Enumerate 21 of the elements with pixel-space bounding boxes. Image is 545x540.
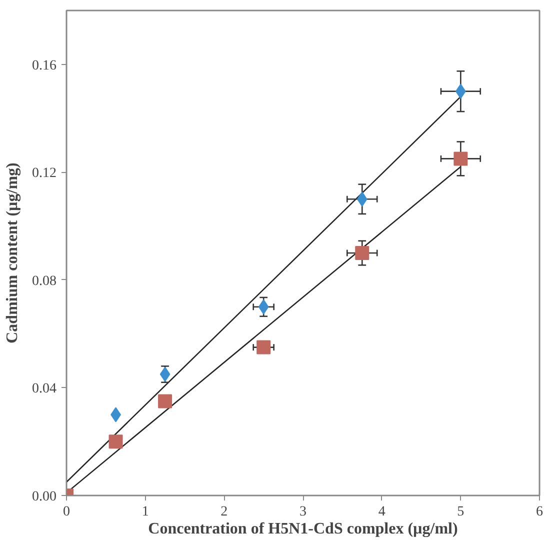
point xyxy=(256,340,271,354)
point xyxy=(108,434,123,449)
x-axis-title: Concentration of H5N1-CdS complex (µg/ml) xyxy=(148,520,458,538)
x-tick-label: 1 xyxy=(142,504,149,520)
x-tick-label: 6 xyxy=(536,504,543,520)
x-tick-label: 3 xyxy=(300,504,306,520)
y-tick-label: 0.00 xyxy=(32,490,56,504)
y-tick-label: 0.08 xyxy=(32,274,56,289)
x-tick-label: 2 xyxy=(220,504,228,520)
y-tick-label: 0.04 xyxy=(32,382,56,397)
y-tick-label: 0.16 xyxy=(32,58,56,74)
point xyxy=(454,152,468,166)
point xyxy=(258,299,269,314)
x-tick-label: 5 xyxy=(457,504,464,520)
point xyxy=(356,192,368,207)
point xyxy=(158,394,172,408)
point xyxy=(355,246,370,260)
y-tick-label: 0.12 xyxy=(32,166,56,182)
x-tick-label: 0 xyxy=(63,504,70,520)
x-tick-label: 4 xyxy=(378,504,386,520)
y-axis-title: Cadmium content (µg/mg) xyxy=(4,162,21,344)
